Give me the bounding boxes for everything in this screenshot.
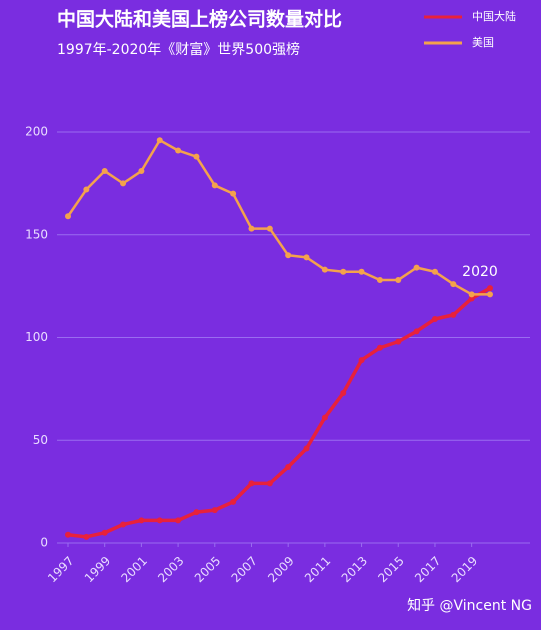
data-point [450,311,457,318]
data-point [413,328,420,335]
data-point [303,445,310,452]
data-point [358,357,365,364]
data-point [285,463,292,470]
data-point [138,168,145,175]
data-point [211,182,218,189]
data-point [120,180,127,187]
data-point [65,531,71,538]
data-point [340,268,347,275]
data-point [266,225,273,232]
data-point [358,268,365,275]
series-line [67,286,491,539]
chart-subtitle: 1997年-2020年《财富》世界500强榜 [57,41,300,58]
data-point [138,517,145,524]
data-point [156,517,163,524]
chart-title: 中国大陆和美国上榜公司数量对比 [57,8,342,31]
data-point [65,213,71,220]
data-point [321,414,328,421]
annotation: 2020 [462,264,498,280]
data-point [395,338,402,345]
data-point [303,254,310,261]
data-point [321,266,328,273]
data-point [376,344,383,351]
data-point [431,268,438,275]
data-point [450,281,457,288]
data-point [248,225,255,232]
data-point [211,507,218,514]
data-point [193,153,200,160]
data-point [340,389,347,396]
data-point [83,186,90,193]
data-point [376,276,383,283]
data-point [468,291,475,298]
data-point [395,276,402,283]
y-tick-label: 100 [25,330,48,344]
data-point [230,190,237,197]
data-point [468,295,475,302]
data-point [230,498,237,505]
data-point [175,147,182,154]
data-point [487,291,493,298]
y-tick-label: 150 [25,227,48,241]
data-point [120,521,127,528]
data-point [175,517,182,524]
data-point [156,137,163,144]
data-point [101,168,108,175]
data-point [285,252,292,259]
data-point [487,285,493,292]
data-point [266,480,273,487]
data-point [193,509,200,516]
legend-label: 美国 [472,36,494,49]
y-tick-label: 0 [40,536,48,550]
data-point [431,316,438,323]
data-point [101,529,108,536]
y-tick-label: 50 [33,433,48,447]
y-tick-label: 200 [25,125,48,139]
legend-label: 中国大陆 [472,9,516,23]
series-line [66,138,490,296]
data-point [83,533,90,540]
data-point [413,264,420,271]
watermark: 知乎 @Vincent NG [407,597,532,614]
data-point [248,480,255,487]
